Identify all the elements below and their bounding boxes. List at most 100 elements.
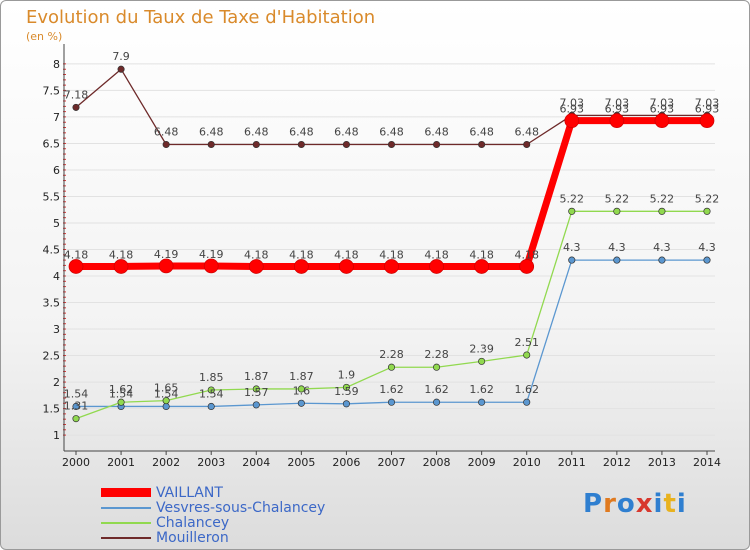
y-tick-label: 8 [53,58,60,71]
data-label: 6.48 [154,126,179,139]
data-label: 4.3 [563,241,581,254]
x-tick-label: 2002 [152,456,180,469]
data-label: 4.18 [379,248,404,261]
data-label: 4.18 [469,248,494,261]
data-label: 5.22 [560,192,585,205]
y-tick-label: 7.5 [43,84,61,97]
data-point [252,385,260,393]
data-point [478,140,486,149]
data-point [703,207,711,215]
data-label: 6.48 [289,126,314,139]
legend-label: Vesvres-sous-Chalancey [156,499,326,516]
data-label: 4.18 [64,248,89,261]
data-label: 7.03 [605,96,630,109]
data-label: 4.3 [608,241,626,254]
data-point [703,256,711,264]
data-label: 5.22 [605,192,630,205]
x-tick-label: 2006 [332,456,360,469]
data-label: 4.18 [334,248,359,261]
data-point [342,400,350,408]
data-label: 2.39 [469,342,494,355]
data-label: 6.48 [334,126,359,139]
data-point [478,398,486,406]
data-point [384,259,399,274]
data-point [162,140,170,149]
legend-item: VAILLANT [101,485,325,501]
data-point [429,259,444,274]
data-label: 5.22 [695,192,720,205]
logo-letter: x [635,489,654,519]
data-label: 4.19 [154,248,179,261]
data-label: 4.18 [244,248,269,261]
x-tick-label: 2012 [603,456,631,469]
data-label: 7.9 [112,50,130,63]
data-label: 1.54 [64,387,89,400]
data-point [523,398,531,406]
data-point [564,113,580,128]
data-point [248,259,264,274]
data-label: 7.03 [560,96,585,109]
data-label: 1.31 [64,400,89,413]
data-point [68,259,84,274]
data-point [252,140,260,149]
data-point [72,402,80,411]
data-label: 4.19 [199,248,224,261]
y-tick-label: 6.5 [43,137,61,150]
data-label: 1.9 [338,368,356,381]
data-label: 4.18 [289,248,314,261]
data-point [203,258,219,274]
data-label: 7.03 [650,96,675,109]
data-label: 5.22 [650,192,675,205]
data-label: 6.48 [379,126,404,139]
data-point [523,351,531,359]
data-point [568,207,576,215]
y-tick-label: 5.5 [43,190,61,203]
data-point [162,402,170,411]
data-label: 6.48 [244,126,269,139]
data-point [252,401,260,409]
data-label: 1.62 [469,383,494,396]
data-point [387,398,396,406]
logo-letter: t [663,489,677,519]
data-point [342,140,350,149]
data-label: 1.62 [379,383,404,396]
chart-title: Evolution du Taux de Taxe d'Habitation [26,7,376,28]
data-label: 6.48 [469,126,494,139]
data-point [519,259,535,274]
data-label: 1.62 [514,383,539,396]
legend-item: Chalancey [101,514,325,531]
data-label: 6.93 [695,103,720,116]
data-label: 4.3 [653,241,671,254]
data-label: 4.18 [109,248,134,261]
logo-letter: o [616,489,636,519]
x-tick-label: 2008 [423,456,451,469]
data-label: 4.18 [424,248,449,261]
data-point [72,103,80,111]
data-label: 1.62 [109,383,134,396]
logo-letter: i [676,489,687,519]
x-tick-label: 2004 [242,456,270,469]
legend-label: Chalancey [156,514,230,531]
data-label: 1.87 [244,370,269,383]
y-tick-label: 3 [53,323,60,336]
legend-item: Vesvres-sous-Chalancey [101,499,326,516]
data-label: 7.18 [64,88,89,101]
y-tick-label: 4.5 [43,244,61,257]
data-label: 1.62 [424,383,449,396]
data-point [294,259,309,274]
y-tick-label: 6 [53,164,60,177]
logo-letter: r [603,489,617,519]
data-point [297,140,305,149]
data-point [117,65,125,73]
data-label: 6.48 [514,126,539,139]
legend: VAILLANT Vesvres-sous-Chalancey Chalancey M… [101,485,326,546]
data-point [297,385,305,393]
legend-swatch [101,506,151,509]
data-label: 1.54 [199,387,224,400]
data-point [207,140,215,149]
data-label: 6.93 [605,103,630,116]
data-point [658,207,666,215]
data-point [72,415,80,423]
y-tick-label: 3.5 [43,297,61,310]
